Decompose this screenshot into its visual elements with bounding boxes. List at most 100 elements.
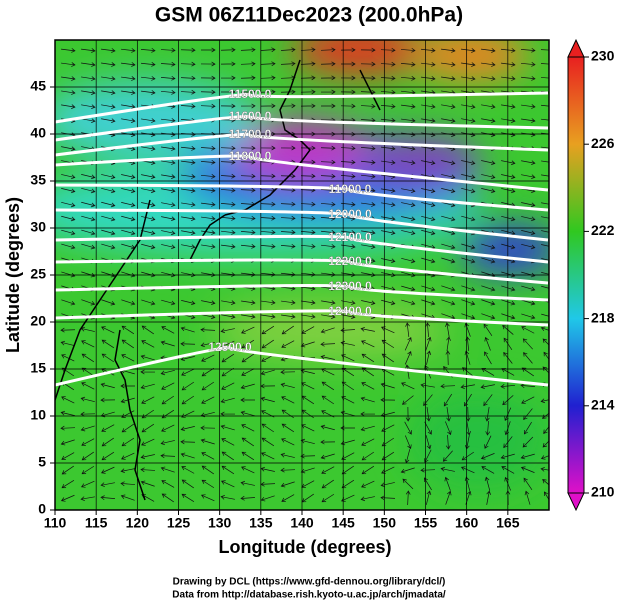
streamline [141,325,154,335]
streamline [81,243,96,250]
streamline [221,230,236,235]
streamline [540,455,549,460]
streamline [300,368,315,374]
streamline [300,173,316,179]
contour-line [55,91,549,124]
streamline [381,216,396,222]
streamline [361,188,376,193]
streamline [200,327,216,333]
streamline [540,63,549,65]
streamline [301,286,316,291]
contour-label: 11900.0 [329,182,372,196]
streamline [281,314,296,319]
streamline [281,423,295,433]
streamline [481,160,496,166]
streamline [81,229,96,236]
streamline [524,421,532,435]
streamline [300,159,316,165]
streamlines [60,47,549,506]
streamline [141,118,156,123]
streamline [481,48,496,53]
streamline [541,202,549,205]
streamline [320,327,335,334]
streamline [421,146,436,152]
y-tick-label: 45 [30,78,46,94]
streamline [461,174,476,180]
streamline [200,342,215,348]
streamline [360,61,376,67]
streamline [401,202,416,208]
streamline [161,146,176,151]
streamline [181,188,196,193]
streamline [522,338,533,350]
streamline [401,188,416,194]
streamline [261,325,275,335]
streamline [280,103,296,109]
streamline [381,146,396,151]
streamline [444,476,451,491]
streamline [400,61,416,67]
streamline [181,216,196,221]
streamline [380,382,395,389]
streamline [81,353,95,363]
streamline [61,465,74,475]
streamline [281,494,295,502]
streamline [484,351,492,365]
streamline [381,118,396,123]
streamline [543,426,549,435]
x-tick-label: 150 [373,515,397,531]
streamline [80,496,95,501]
streamline [541,118,549,121]
streamline [260,215,276,221]
streamline [483,394,493,407]
streamline [522,436,534,448]
streamline [180,75,196,81]
streamline [260,369,275,376]
streamline [61,62,76,67]
streamline [60,340,75,347]
streamline [280,243,296,249]
streamline [201,230,216,235]
streamline [441,243,456,250]
streamline [300,215,316,221]
streamline [180,439,196,445]
streamline [100,495,116,501]
streamline [421,215,436,222]
streamline [60,410,75,416]
streamline [280,452,295,458]
streamline [201,202,216,207]
streamline [80,396,95,403]
streamline [541,313,549,317]
streamline [321,466,335,474]
streamline [321,493,335,503]
streamline [241,451,255,461]
colorbar-tick-label: 218 [591,309,615,325]
streamline [421,299,436,306]
streamline [541,160,549,163]
streamline [541,216,549,219]
contour-line [55,258,549,285]
streamline [404,421,412,435]
streamline [321,244,336,249]
streamline [181,146,196,151]
streamline [401,230,416,236]
streamline [240,103,256,109]
streamline [281,396,295,404]
contour-line [55,284,549,302]
streamline [221,438,235,446]
streamline [281,300,296,305]
streamline [321,479,334,489]
streamline [521,396,535,404]
streamline [121,202,136,208]
streamline [180,426,195,432]
streamline [481,466,495,474]
streamline [221,216,236,221]
streamline [381,230,396,236]
streamline [300,75,316,81]
streamline [101,326,115,334]
streamline [61,271,76,278]
streamline [360,326,375,332]
streamline [180,89,196,95]
streamline [461,243,476,250]
streamline [405,406,411,422]
